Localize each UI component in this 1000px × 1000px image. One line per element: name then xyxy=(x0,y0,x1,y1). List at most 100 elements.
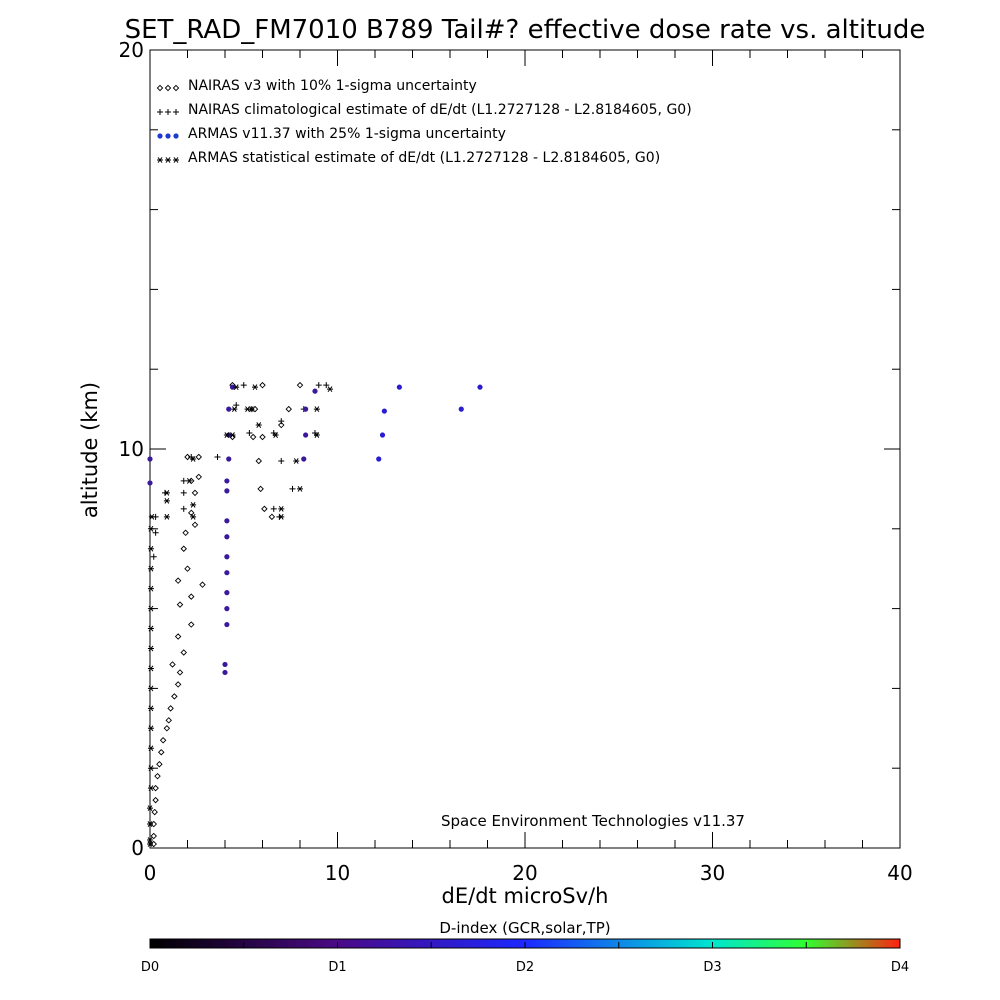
data-point xyxy=(184,453,191,461)
data-point xyxy=(147,837,153,843)
data-point xyxy=(477,384,483,390)
data-point xyxy=(224,621,230,628)
data-point xyxy=(182,529,189,537)
data-point xyxy=(191,489,199,497)
data-point xyxy=(147,480,153,486)
x-tick-labels: 0 10 20 30 40 xyxy=(144,861,913,885)
data-point xyxy=(224,590,230,596)
data-point xyxy=(323,382,330,389)
data-point xyxy=(376,456,382,462)
data-point xyxy=(199,581,206,588)
data-point xyxy=(224,570,230,576)
series-diamond xyxy=(150,381,304,848)
data-point xyxy=(268,513,276,521)
data-point xyxy=(147,745,154,752)
series-dot xyxy=(147,384,483,676)
data-point xyxy=(156,760,163,768)
data-point xyxy=(190,501,197,508)
data-point xyxy=(180,477,187,484)
data-point xyxy=(249,433,257,441)
data-point xyxy=(313,406,320,413)
data-point xyxy=(147,725,154,732)
data-point xyxy=(154,772,161,780)
data-point xyxy=(229,432,236,438)
data-point xyxy=(223,432,230,438)
data-point xyxy=(176,601,184,608)
data-point xyxy=(293,458,300,464)
data-point xyxy=(224,534,230,540)
data-point xyxy=(296,381,304,389)
legend-marker xyxy=(173,157,179,163)
data-point xyxy=(163,513,170,520)
data-point xyxy=(278,505,285,512)
data-point xyxy=(261,505,268,513)
data-point xyxy=(147,456,153,462)
data-points xyxy=(147,381,483,848)
colorbar-labels: D0 D1 D2 D3 D4 xyxy=(141,960,909,975)
data-point xyxy=(226,456,232,462)
data-point xyxy=(188,593,195,600)
data-point xyxy=(224,606,230,612)
data-point xyxy=(224,554,230,560)
data-point xyxy=(147,685,154,692)
credit-annotation: Space Environment Technologies v11.37 xyxy=(441,812,745,830)
data-point xyxy=(240,382,247,389)
data-point xyxy=(315,382,322,389)
data-point xyxy=(188,509,195,517)
plot-frame xyxy=(149,49,901,849)
data-point xyxy=(259,381,266,389)
colorbar-ticks xyxy=(149,942,901,948)
data-point xyxy=(224,518,230,524)
data-point xyxy=(150,553,157,560)
data-point xyxy=(327,386,333,393)
y-tick-labels: 0 10 20 xyxy=(119,38,144,860)
data-point xyxy=(285,405,292,413)
data-point xyxy=(151,808,158,816)
legend-marker xyxy=(157,133,163,139)
data-point xyxy=(301,456,307,462)
legend-marker xyxy=(165,109,171,115)
data-point xyxy=(188,621,195,628)
data-point xyxy=(278,457,285,464)
series-asterisk xyxy=(147,384,333,847)
data-point xyxy=(152,784,159,792)
data-point xyxy=(180,649,187,656)
data-point xyxy=(174,681,182,688)
data-point xyxy=(270,505,277,512)
data-point xyxy=(147,525,154,532)
data-point xyxy=(278,513,285,520)
colorbar-label: D3 xyxy=(703,960,721,975)
data-point xyxy=(229,384,236,390)
x-tick-label: 30 xyxy=(700,861,725,885)
legend-label: NAIRAS climatological estimate of dE/dt … xyxy=(188,102,692,118)
x-tick-label: 0 xyxy=(144,861,157,885)
data-point xyxy=(150,840,157,848)
y-axis-label: altitude (km) xyxy=(78,382,102,518)
data-point xyxy=(231,406,238,413)
x-tick-label: 10 xyxy=(325,861,350,885)
x-tick-label: 40 xyxy=(887,861,912,885)
colorbar-label: D0 xyxy=(141,960,159,975)
data-point xyxy=(233,384,240,391)
x-tick-label: 20 xyxy=(512,861,537,885)
legend-marker xyxy=(165,133,171,139)
data-point xyxy=(458,406,464,412)
legend-label: NAIRAS v3 with 10% 1-sigma uncertainty xyxy=(188,78,477,94)
data-point xyxy=(224,478,230,484)
data-point xyxy=(222,669,228,676)
data-point xyxy=(167,705,174,712)
legend-marker xyxy=(173,109,179,115)
legend-marker xyxy=(164,84,172,92)
data-point xyxy=(163,489,170,496)
legend-marker xyxy=(157,157,163,163)
colorbar-title: D-index (GCR,solar,TP) xyxy=(439,919,610,937)
data-point xyxy=(180,489,187,496)
data-point xyxy=(195,453,202,461)
data-point xyxy=(150,832,157,840)
data-point xyxy=(255,422,262,428)
data-point xyxy=(278,421,285,429)
data-point xyxy=(147,585,154,592)
data-point xyxy=(184,565,191,572)
data-point xyxy=(195,473,202,481)
